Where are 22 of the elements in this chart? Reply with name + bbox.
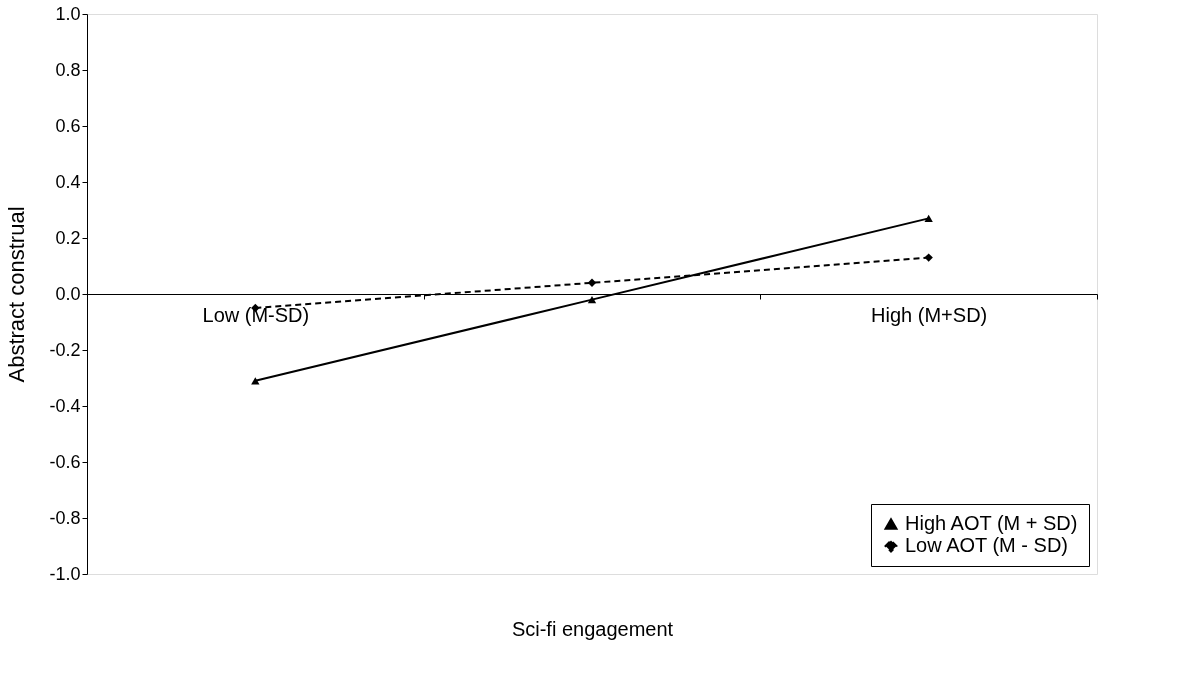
y-tick-label: -0.8 — [49, 507, 81, 528]
x-tick-label: High (M+SD) — [871, 303, 988, 326]
point — [251, 377, 260, 385]
y-tick-label: -0.2 — [49, 339, 81, 360]
legend-label: High AOT (M + SD) — [905, 512, 1078, 534]
legend-label: Low AOT (M - SD) — [905, 534, 1068, 556]
y-tick-label: -1.0 — [49, 563, 81, 584]
y-tick-label: -0.4 — [49, 395, 81, 416]
y-tick-label: -0.6 — [49, 451, 81, 472]
y-tick-label: 1.0 — [55, 3, 81, 24]
x-axis-title: Sci-fi engagement — [511, 617, 674, 640]
x-tick-label: Low (M-SD) — [202, 303, 310, 326]
y-axis-title: Abstract construal — [4, 206, 30, 383]
y-tick-label: 0.8 — [55, 59, 81, 80]
point — [587, 295, 597, 304]
y-tick-label: 0.4 — [55, 171, 81, 192]
point — [924, 253, 933, 262]
point — [924, 214, 933, 223]
point — [587, 278, 597, 287]
y-tick-label: 0.0 — [55, 283, 81, 304]
y-tick-label: 0.2 — [55, 227, 81, 248]
y-tick-label: 0.6 — [55, 115, 81, 136]
